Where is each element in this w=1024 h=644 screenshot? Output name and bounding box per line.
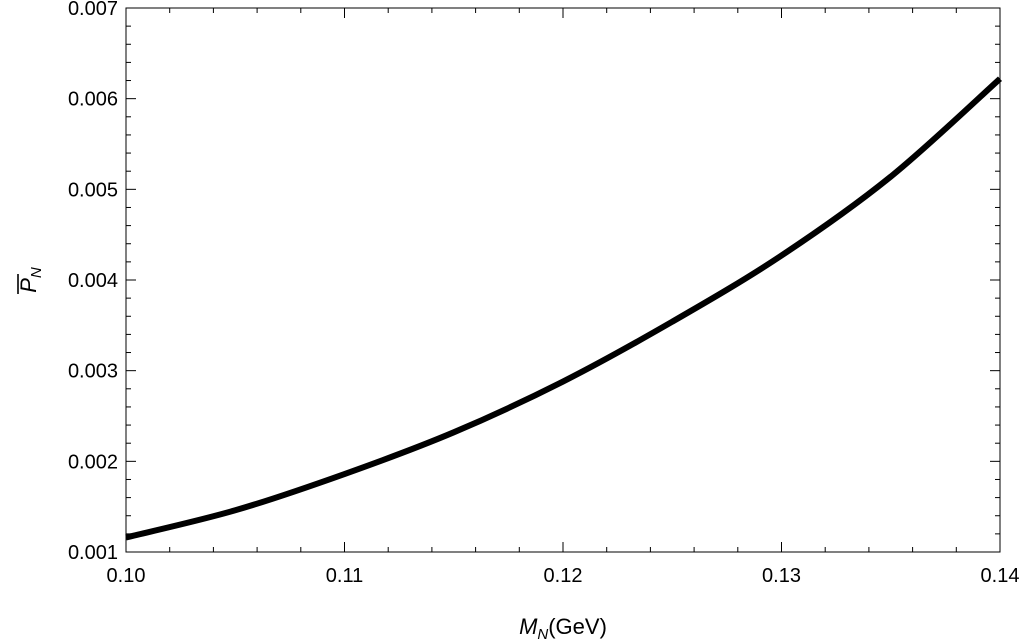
y-tick-label: 0.002 (68, 451, 118, 473)
x-tick-label: 0.13 (762, 565, 801, 587)
y-tick-label: 0.003 (68, 361, 118, 383)
y-tick-label: 0.004 (68, 270, 118, 292)
y-axis-label: PN (16, 267, 45, 293)
x-tick-label: 0.10 (107, 565, 146, 587)
y-axis-label-sub: N (28, 267, 45, 278)
x-axis-label-unit: (GeV) (548, 614, 607, 639)
series-layer (125, 76, 1003, 541)
x-axis-label-sub: N (537, 626, 548, 639)
y-tick-label: 0.005 (68, 179, 118, 201)
x-tick-label: 0.12 (544, 565, 583, 587)
x-axis-label: MN(GeV) (519, 614, 607, 639)
y-axis-label-group: PN (16, 267, 45, 294)
series-line (125, 76, 1003, 541)
y-tick-label: 0.001 (68, 542, 118, 564)
y-tick-label: 0.006 (68, 89, 118, 111)
labels-layer: 0.10 0.11 0.12 0.13 0.14 0.001 0.002 0.003 0.004… (68, 0, 1020, 587)
plot-frame (125, 7, 1001, 553)
x-tick-label: 0.14 (981, 565, 1020, 587)
y-axis-label-main: P (16, 278, 41, 293)
x-axis-label-main: M (519, 614, 538, 639)
y-tick-label: 0.007 (68, 0, 118, 20)
x-tick-label: 0.11 (326, 565, 363, 587)
ticks-layer (125, 7, 1001, 553)
